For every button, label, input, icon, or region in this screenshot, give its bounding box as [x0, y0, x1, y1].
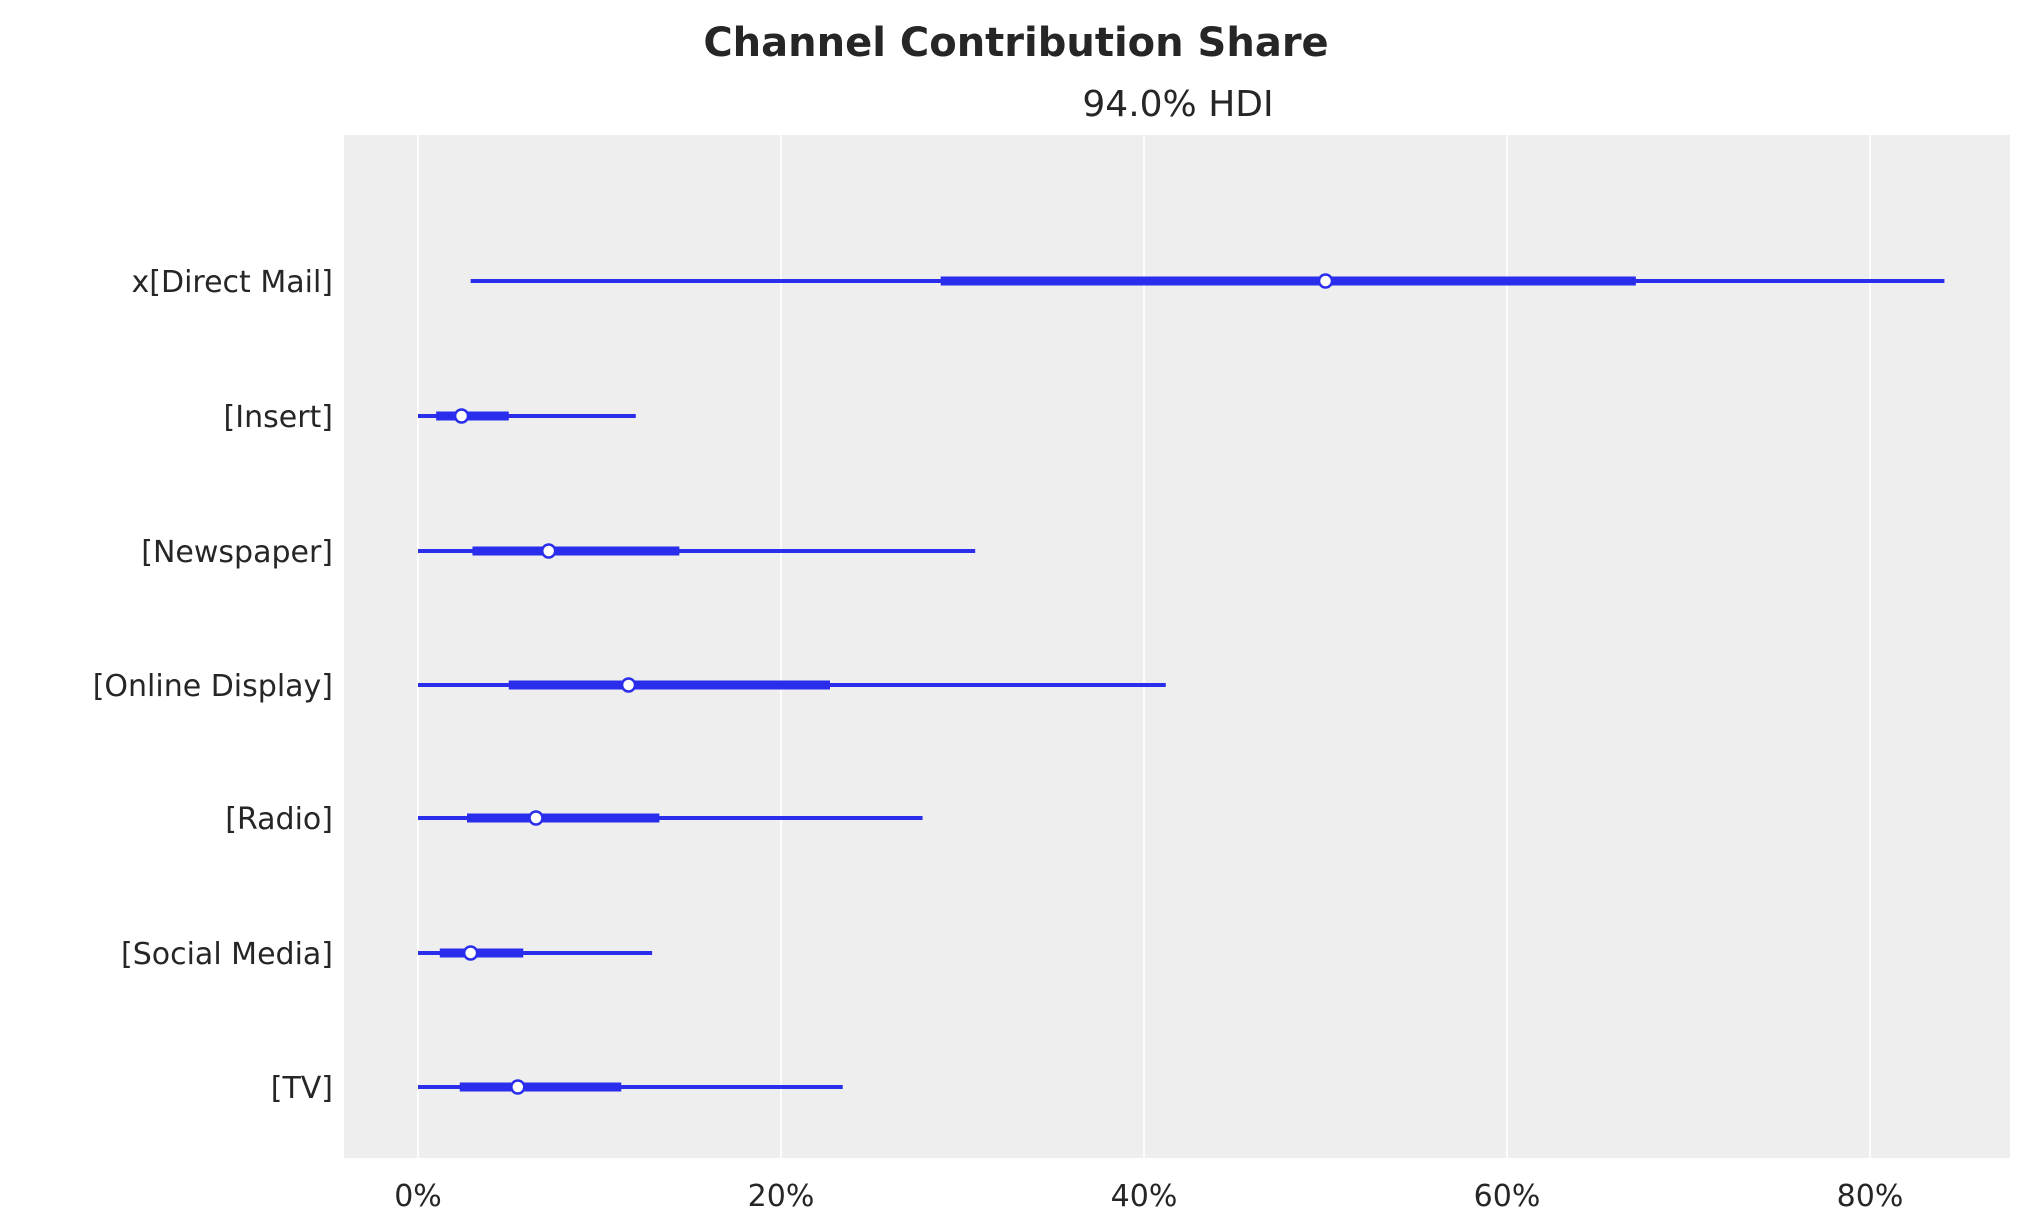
x-tick-label: 20%	[748, 1179, 815, 1214]
x-tick-label: 80%	[1837, 1179, 1904, 1214]
y-category-label: [Newspaper]	[141, 535, 333, 570]
median-point	[620, 677, 637, 693]
plot-area	[344, 135, 2010, 1158]
x-tick-label: 60%	[1474, 1179, 1541, 1214]
y-category-label: [TV]	[271, 1071, 333, 1106]
x-tick-label: 40%	[1111, 1179, 1178, 1214]
chart-title: Channel Contribution Share	[703, 20, 1328, 66]
y-category-label: [Radio]	[225, 802, 333, 837]
median-point	[528, 810, 544, 826]
chart-subtitle: 94.0% HDI	[1082, 84, 1273, 125]
x-tick-label: 0%	[394, 1179, 442, 1214]
y-category-label: x[Direct Mail]	[132, 265, 333, 300]
median-point	[510, 1079, 526, 1095]
y-category-label: [Insert]	[224, 400, 333, 435]
y-category-label: [Online Display]	[93, 669, 333, 704]
y-category-label: [Social Media]	[121, 937, 333, 972]
median-point	[462, 945, 479, 961]
median-point	[1317, 273, 1334, 289]
median-point	[540, 543, 557, 559]
median-point	[453, 408, 470, 424]
